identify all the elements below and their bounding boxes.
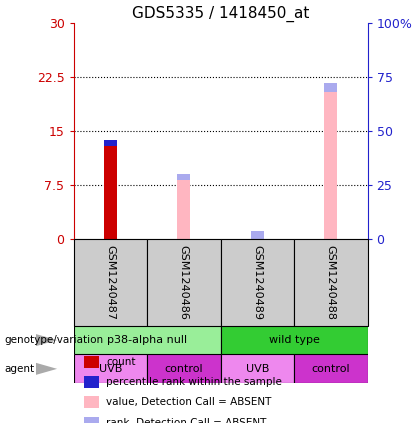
Text: agent: agent	[4, 364, 34, 374]
Text: UVB: UVB	[99, 364, 122, 374]
Text: rank, Detection Call = ABSENT: rank, Detection Call = ABSENT	[106, 418, 267, 423]
Text: GSM1240487: GSM1240487	[105, 245, 115, 320]
Bar	[251, 231, 264, 239]
Bar	[294, 239, 368, 326]
Text: control: control	[312, 364, 350, 374]
Bar	[324, 83, 337, 92]
Bar	[104, 146, 117, 239]
Polygon shape	[36, 334, 57, 346]
Text: count: count	[106, 357, 136, 367]
Bar	[74, 354, 147, 383]
Bar	[147, 354, 220, 383]
Text: p38-alpha null: p38-alpha null	[107, 335, 187, 345]
Bar	[294, 354, 368, 383]
Text: genotype/variation: genotype/variation	[4, 335, 103, 345]
Bar	[147, 239, 220, 326]
Bar	[220, 239, 294, 326]
Bar	[220, 354, 294, 383]
Bar	[74, 326, 220, 354]
Text: UVB: UVB	[246, 364, 269, 374]
Polygon shape	[36, 363, 57, 375]
Text: GSM1240488: GSM1240488	[326, 245, 336, 320]
Text: GSM1240489: GSM1240489	[252, 245, 262, 320]
Bar	[177, 180, 190, 239]
Bar	[177, 173, 190, 180]
Text: control: control	[165, 364, 203, 374]
Text: percentile rank within the sample: percentile rank within the sample	[106, 377, 282, 387]
Text: wild type: wild type	[268, 335, 320, 345]
Bar	[324, 92, 337, 239]
Bar	[74, 239, 147, 326]
Text: GSM1240486: GSM1240486	[179, 245, 189, 320]
Text: value, Detection Call = ABSENT: value, Detection Call = ABSENT	[106, 397, 272, 407]
Bar	[220, 326, 368, 354]
Bar	[104, 140, 117, 146]
Title: GDS5335 / 1418450_at: GDS5335 / 1418450_at	[132, 5, 309, 22]
